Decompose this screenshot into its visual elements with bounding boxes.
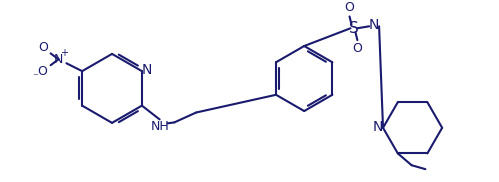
Text: N: N <box>142 63 152 77</box>
Text: ⁻: ⁻ <box>32 72 38 82</box>
Text: O: O <box>345 1 354 14</box>
Text: O: O <box>37 65 47 78</box>
Text: N: N <box>369 18 379 32</box>
Text: O: O <box>352 42 362 56</box>
Text: NH: NH <box>151 120 170 133</box>
Text: S: S <box>349 21 358 36</box>
Text: N: N <box>373 120 383 134</box>
Text: O: O <box>38 41 48 54</box>
Text: +: + <box>60 48 68 58</box>
Text: N: N <box>54 53 63 66</box>
